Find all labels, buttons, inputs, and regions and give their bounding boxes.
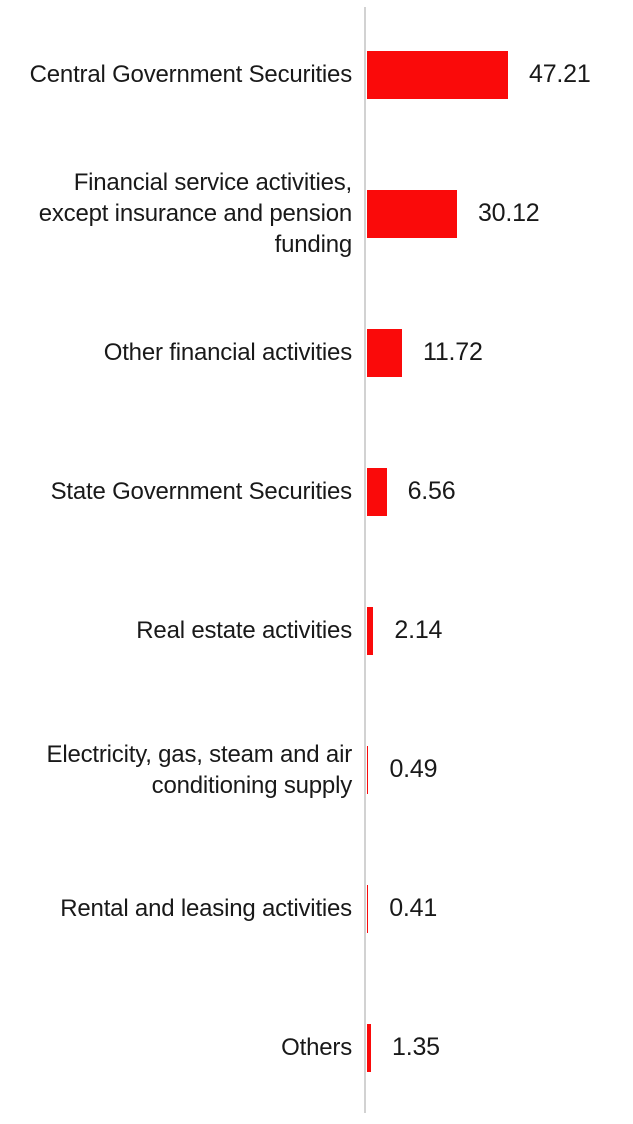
bar-track: 0.41 [352, 884, 633, 933]
chart-row: Rental and leasing activities 0.41 [0, 839, 633, 978]
bar [367, 467, 387, 516]
axis-baseline [364, 7, 366, 1113]
category-label: Electricity, gas, steam and air conditio… [46, 740, 353, 799]
chart-row: Others 1.35 [0, 978, 633, 1117]
category-label: Other financial activities [103, 339, 352, 366]
bar-track: 11.72 [352, 328, 633, 377]
bar [367, 745, 369, 794]
category-label: State Government Securities [50, 478, 353, 505]
category-label: Others [281, 1034, 352, 1061]
bar-track: 2.14 [352, 606, 633, 655]
value-label: 30.12 [477, 199, 540, 227]
chart-row: Other financial activities 11.72 [0, 283, 633, 422]
value-label: 6.56 [407, 477, 456, 505]
bar [367, 328, 402, 377]
category-label: Financial service activities, except ins… [38, 169, 352, 258]
bar [367, 606, 374, 655]
category-label: Real estate activities [136, 617, 352, 644]
value-label: 0.41 [389, 894, 438, 922]
bar-track: 30.12 [352, 189, 633, 238]
value-label: 0.49 [389, 755, 438, 783]
bar [367, 189, 457, 238]
value-label: 1.35 [392, 1033, 440, 1061]
bar [367, 1023, 372, 1072]
bar [367, 884, 369, 933]
chart-row: State Government Securities 6.56 [0, 422, 633, 561]
bar-track: 0.49 [352, 745, 633, 794]
value-label: 2.14 [394, 616, 443, 644]
chart-row: Electricity, gas, steam and air conditio… [0, 700, 633, 839]
chart-row: Central Government Securities 47.21 [0, 5, 633, 144]
category-label: Central Government Securities [29, 61, 353, 88]
value-label: 11.72 [423, 338, 483, 366]
bar-track: 6.56 [352, 467, 633, 516]
bar-track: 47.21 [352, 50, 633, 99]
bar [367, 50, 508, 99]
chart-row: Real estate activities 2.14 [0, 561, 633, 700]
bar-track: 1.35 [352, 1023, 633, 1072]
value-label: 47.21 [529, 60, 591, 88]
category-label: Rental and leasing activities [60, 895, 352, 922]
chart-row: Financial service activities, except ins… [0, 144, 633, 283]
